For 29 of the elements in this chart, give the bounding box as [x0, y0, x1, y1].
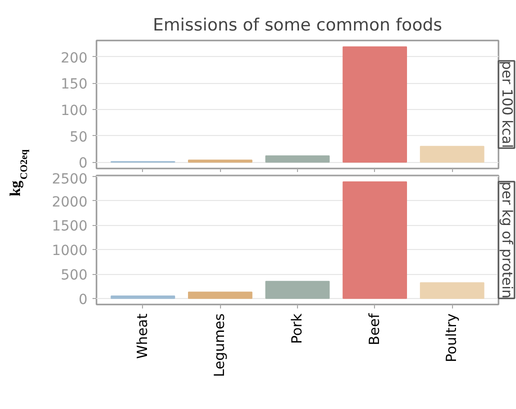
y-tick-label: 2500: [52, 172, 88, 188]
chart-title: Emissions of some common foods: [152, 16, 442, 36]
bar: [420, 146, 484, 163]
y-tick-label: 50: [70, 129, 88, 146]
y-tick-label: 150: [60, 76, 88, 93]
annotation: per kg of protein: [498, 182, 514, 298]
y-tick-label: 0: [78, 292, 88, 308]
y-tick-label: 500: [60, 268, 88, 284]
y-tick-label: 100: [60, 103, 88, 120]
annotation: per 100 kcal: [498, 60, 514, 148]
x-tick-label: Beef: [366, 312, 383, 346]
y-tick-label: 200: [60, 50, 88, 66]
bar: [265, 155, 330, 163]
x-tick-label: Poultry: [444, 313, 460, 362]
y-axis-title: kgCO2eq: [8, 149, 30, 196]
bar: [110, 295, 176, 299]
y-tick-label: 2000: [52, 194, 88, 210]
x-tick-label: Legumes: [212, 313, 228, 377]
y-tick-label: 1000: [52, 243, 88, 260]
bar: [265, 280, 330, 299]
x-tick-label: Pork: [290, 312, 306, 344]
y-tick-label: 1500: [52, 218, 88, 235]
bar: [420, 282, 484, 299]
bar: [188, 292, 252, 299]
bar: [188, 160, 252, 163]
y-tick-label: 0: [78, 156, 88, 172]
bar: [342, 46, 408, 163]
x-tick-label: Wheat: [134, 312, 151, 359]
bar: [342, 181, 408, 299]
